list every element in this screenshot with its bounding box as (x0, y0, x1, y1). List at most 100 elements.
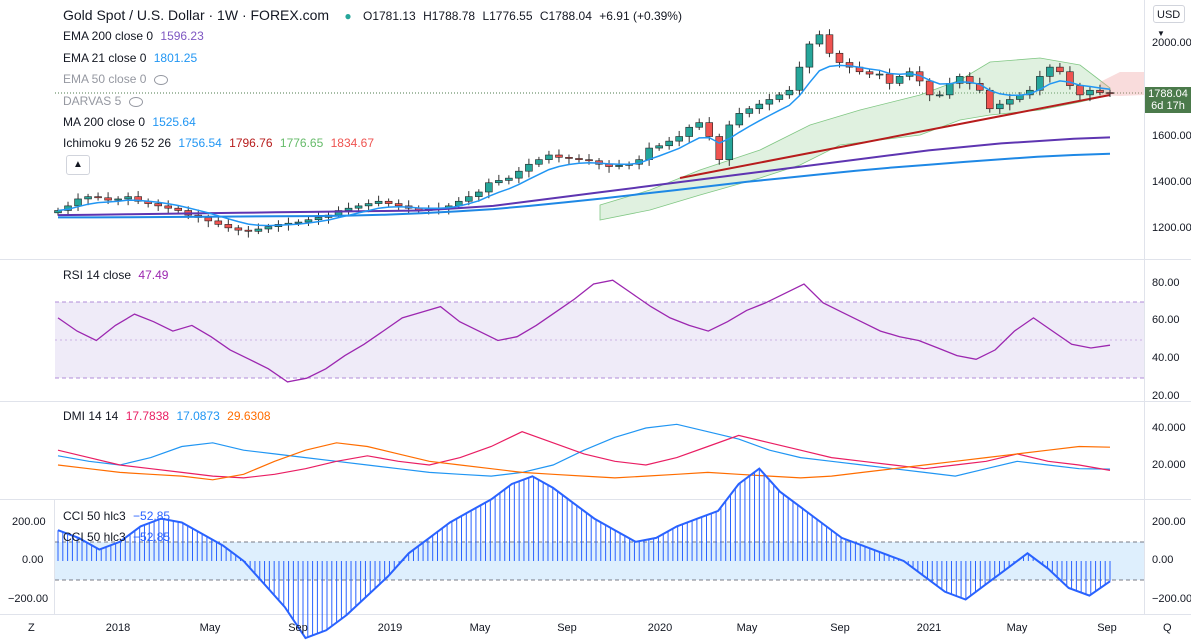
candle-body (1006, 99, 1014, 105)
cci-value: −52.85 (133, 509, 171, 523)
candle-body (114, 198, 122, 201)
indicator-value: 1796.76 (229, 136, 273, 150)
candle-body (1106, 92, 1114, 94)
price-tick: 1600.00 (1152, 130, 1191, 142)
pane-borders (0, 0, 1191, 615)
candle-body (845, 62, 854, 68)
cci-legend-1[interactable]: CCI 50 hlc3 −52.85 (63, 509, 174, 523)
dmi-plus-line (57, 423, 1111, 477)
rsi-tick: 80.00 (1152, 277, 1180, 289)
zoom-corner-button[interactable]: Z (28, 622, 35, 634)
time-tick: May (469, 622, 491, 634)
candle-body (785, 89, 794, 96)
chevron-down-icon: ▼ (1157, 29, 1165, 38)
indicator-label: EMA 21 close 0 (63, 51, 147, 65)
candle-body (885, 73, 894, 84)
cci-band (55, 542, 1144, 580)
candle-body (344, 207, 353, 211)
market-status-dot: ● (344, 9, 352, 23)
indicator-label: DARVAS 5 (63, 94, 122, 108)
ohlc-low: L1776.55 (482, 9, 533, 23)
price-layer (54, 29, 1114, 238)
cci-tick: −200.00 (1152, 593, 1191, 605)
cci-tick: 0.00 (1152, 554, 1174, 566)
candle-body (1096, 89, 1104, 93)
time-tick: 2021 (916, 622, 942, 634)
indicator-value: 1756.54 (178, 136, 222, 150)
time-tick: Sep (1097, 622, 1117, 634)
candle-body (955, 76, 964, 84)
ohlc-open: O1781.13 (363, 9, 416, 23)
candle-body (705, 122, 714, 137)
candle-body (354, 205, 363, 209)
indicator-ema50[interactable]: EMA 50 close 0 (63, 72, 172, 86)
cci-legend-2[interactable]: CCI 50 hlc3 −52.85 (63, 530, 174, 544)
candle-body (725, 124, 734, 160)
candle-body (986, 89, 994, 110)
candle-body (765, 99, 774, 105)
candle-body (104, 197, 112, 201)
candle-body (965, 76, 974, 84)
rsi-legend[interactable]: RSI 14 close 47.49 (63, 268, 172, 282)
indicator-label: MA 200 close 0 (63, 115, 146, 129)
candle-body (134, 196, 142, 202)
hidden-eye-icon[interactable] (128, 96, 143, 107)
hidden-eye-icon[interactable] (153, 74, 168, 85)
rsi-value: 47.49 (138, 268, 169, 282)
indicator-ma200[interactable]: MA 200 close 0 1525.64 (63, 115, 200, 129)
candle-body (545, 154, 553, 160)
ema21-line (57, 64, 1111, 227)
candle-body (675, 136, 683, 142)
candle-body (154, 203, 162, 207)
candle-body (945, 83, 954, 96)
candle-body (996, 103, 1004, 110)
candle-body (364, 203, 373, 207)
collapse-legend-button[interactable]: ▲ (66, 155, 90, 175)
candle-body (745, 108, 754, 114)
indicator-ema200[interactable]: EMA 200 close 0 1596.23 (63, 29, 208, 43)
dmi-tick: 40.000 (1152, 422, 1186, 434)
ohlc-high: H1788.78 (423, 9, 476, 23)
candle-body (825, 34, 834, 54)
candle-body (264, 226, 273, 230)
candle-body (304, 219, 313, 223)
candle-body (174, 207, 182, 211)
candle-body (394, 203, 403, 207)
dmi-label: DMI 14 14 (63, 409, 119, 423)
indicator-ichimoku[interactable]: Ichimoku 9 26 52 26 1756.54 1796.76 1776… (63, 136, 378, 150)
candle-body (1046, 66, 1054, 77)
indicator-label: EMA 50 close 0 (63, 72, 147, 86)
ema200-line (57, 136, 1111, 217)
indicator-darvas[interactable]: DARVAS 5 (63, 94, 147, 108)
ma200-line (58, 152, 1111, 219)
cci-label: CCI 50 hlc3 (63, 509, 126, 523)
time-tick: Sep (557, 622, 577, 634)
candle-body (815, 34, 824, 45)
symbol-header[interactable]: Gold Spot / U.S. Dollar · 1W · FOREX.com… (63, 8, 686, 23)
indicator-ema21[interactable]: EMA 21 close 0 1801.25 (63, 51, 201, 65)
cci-left-tick: 0.00 (22, 554, 44, 566)
indicator-value: 1776.65 (279, 136, 324, 150)
candle-body (485, 182, 493, 193)
candle-body (715, 136, 724, 160)
chevron-up-icon: ▲ (73, 159, 83, 170)
candle-body (535, 159, 543, 165)
dmi-legend[interactable]: DMI 14 14 17.7838 17.0873 29.6308 (63, 409, 275, 423)
candle-body (835, 52, 844, 63)
candle-body (525, 163, 533, 172)
candle-body (1066, 71, 1074, 86)
symbol-title[interactable]: Gold Spot / U.S. Dollar · 1W · FOREX.com (63, 7, 330, 23)
currency-selector[interactable]: USD ▼ (1153, 5, 1185, 38)
candle-body (204, 217, 213, 222)
candle-body (775, 94, 784, 100)
candle-body (575, 158, 583, 160)
candle-body (805, 43, 814, 68)
candle-body (505, 177, 513, 181)
candle-body (935, 94, 944, 97)
time-tick: Sep (830, 622, 850, 634)
cci-left-tick: 200.00 (12, 516, 46, 528)
search-corner-button[interactable]: Q (1163, 622, 1172, 634)
cci-left-tick: −200.00 (8, 593, 49, 605)
last-price-label: 1788.04 6d 17h (1145, 87, 1191, 113)
